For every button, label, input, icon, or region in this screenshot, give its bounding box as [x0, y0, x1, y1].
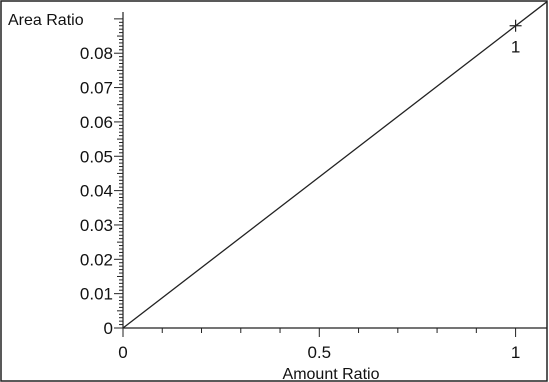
series-layer [122, 1, 548, 329]
y-tick-label: 0.03 [80, 216, 113, 235]
data-point-label: 1 [511, 38, 520, 57]
y-tick-label: 0.01 [80, 285, 113, 304]
points-layer: 1 [509, 19, 522, 57]
y-ticks: 0 0.01 0.02 0.03 0.04 0.05 0.06 0.07 0.08 [80, 18, 123, 338]
y-tick-label: 0.05 [80, 147, 113, 166]
data-point-marker [509, 19, 522, 32]
y-tick-label: 0.02 [80, 250, 113, 269]
y-tick-label: 0 [104, 319, 113, 338]
y-tick-label: 0.08 [80, 44, 113, 63]
x-tick-label: 0.5 [307, 343, 331, 362]
y-tick-label: 0.06 [80, 113, 113, 132]
x-ticks: 0 0.5 1 [118, 328, 520, 362]
x-axis-title: Amount Ratio [283, 366, 380, 382]
y-tick-label: 0.04 [80, 182, 113, 201]
y-axis-title: Area Ratio [8, 12, 84, 29]
calibration-line [122, 1, 548, 329]
x-tick-label: 1 [511, 343, 520, 362]
y-tick-label: 0.07 [80, 79, 113, 98]
x-tick-label: 0 [118, 343, 127, 362]
